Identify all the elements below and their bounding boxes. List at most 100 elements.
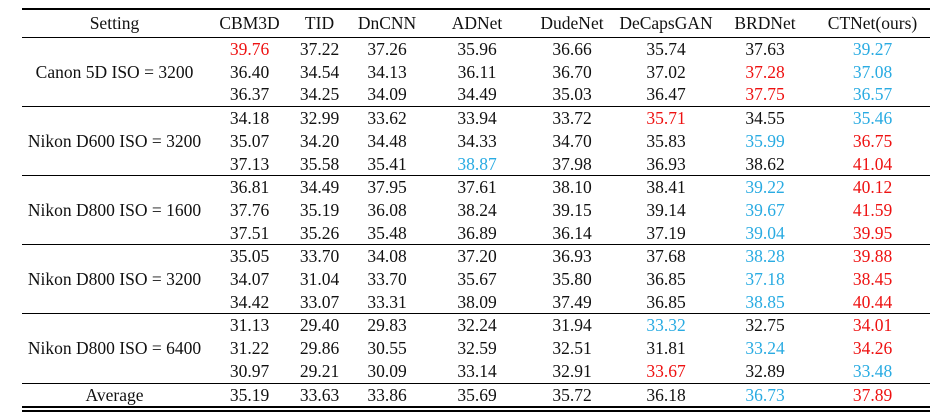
value-cell: 37.68: [646, 246, 686, 267]
value-cell: 34.18: [229, 108, 270, 129]
table-row: Nikon D800 ISO = 1600 36.81 34.49 37.95 37.6…: [22, 176, 930, 220]
value-cell: 35.83: [646, 130, 686, 151]
value-cell-highlight-cyan: 35.46: [852, 108, 893, 129]
value-cell: 34.25: [299, 84, 340, 105]
table-row: 35.07 34.20 34.48 34.33 34.70 35.83 35.99 36.75: [22, 130, 930, 153]
value-cell-highlight-cyan: 33.24: [745, 338, 785, 359]
value-cell: 36.66: [552, 39, 592, 59]
value-cell: 36.11: [457, 61, 497, 82]
value-cell: 34.33: [457, 130, 497, 151]
average-section: Average 35.19 33.63 33.86 35.69 35.72 36.18 36.…: [22, 383, 930, 410]
setting-label: Canon 5D ISO = 3200: [35, 61, 194, 82]
table-row: 36.40 34.54 34.13 36.11 36.70 37.02 37.28 37.08: [22, 61, 930, 84]
value-cell: 35.05: [229, 246, 270, 267]
setting-label: Nikon D600 ISO = 3200: [27, 130, 202, 151]
value-cell: 34.49: [457, 84, 497, 105]
table-row: 30.97 29.21 30.09 33.14 32.91 33.67 32.89 33.48: [22, 360, 930, 383]
value-cell: 36.89: [457, 222, 497, 243]
value-cell: 34.08: [367, 246, 407, 267]
value-cell-highlight-cyan: 33.48: [852, 360, 893, 381]
value-cell-highlight-cyan: 39.27: [852, 39, 893, 59]
value-cell-highlight-cyan: 39.22: [745, 177, 785, 198]
value-cell: 36.37: [229, 84, 270, 105]
value-cell: 34.42: [229, 291, 270, 312]
value-cell: 37.26: [367, 39, 407, 59]
value-cell: 32.51: [552, 338, 592, 359]
value-cell: 37.49: [552, 291, 592, 312]
column-header-brdnet: BRDNet: [715, 9, 815, 38]
value-cell: 36.81: [229, 177, 270, 198]
column-header-setting: Setting: [22, 9, 207, 38]
value-cell: 32.89: [745, 360, 785, 381]
value-cell: 38.41: [646, 177, 686, 198]
column-header-dncnn: DnCNN: [347, 9, 427, 38]
value-cell: 36.08: [367, 199, 407, 220]
value-cell: 36.14: [552, 222, 592, 243]
value-cell: 32.75: [745, 315, 785, 336]
value-cell-highlight-red: 41.04: [852, 153, 893, 174]
value-cell: 33.62: [367, 108, 407, 129]
value-cell: 36.40: [229, 61, 270, 82]
value-cell: 35.74: [646, 39, 686, 59]
value-cell: 29.83: [367, 315, 407, 336]
table-row: 37.76 35.19 36.08 38.24 39.15 39.14 39.67 41.59: [22, 199, 930, 222]
table-row: 37.13 35.58 35.41 38.87 37.98 36.93 38.62 41.04: [22, 153, 930, 176]
value-cell: 32.99: [299, 108, 340, 129]
value-cell: 36.93: [552, 246, 592, 267]
value-cell: 36.70: [552, 61, 592, 82]
value-cell: 35.07: [229, 130, 270, 151]
value-cell: 31.22: [229, 338, 270, 359]
value-cell-highlight-cyan: 36.57: [852, 84, 893, 105]
value-cell: 33.94: [457, 108, 497, 129]
value-cell: 35.19: [299, 199, 340, 220]
value-cell: 32.24: [457, 315, 497, 336]
value-cell-highlight-red: 36.75: [852, 130, 893, 151]
value-cell-highlight-red: 33.67: [646, 360, 686, 381]
value-cell: 30.09: [367, 360, 407, 381]
value-cell: 35.58: [299, 153, 340, 174]
table-row: 34.07 31.04 33.70 35.67 35.80 36.85 37.18 38.45: [22, 268, 930, 291]
group-nikon-d800-iso-3200: Nikon D800 ISO = 3200 35.05 33.70 34.08 37.2…: [22, 245, 930, 314]
value-cell-highlight-cyan: 38.85: [745, 291, 785, 312]
column-header-decapsgan: DeCapsGAN: [617, 9, 715, 38]
value-cell-highlight-red: 39.76: [229, 39, 270, 59]
table-row: Canon 5D ISO = 3200 39.76 37.22 37.26 35.96 3…: [22, 38, 930, 82]
value-cell-highlight-red: 34.01: [852, 315, 893, 336]
value-cell-highlight-cyan: 39.67: [745, 199, 785, 220]
value-cell-highlight-cyan: 36.73: [745, 384, 785, 405]
value-cell: 38.62: [745, 153, 785, 174]
table-row: Nikon D600 ISO = 3200 34.18 32.99 33.62 33.9…: [22, 107, 930, 151]
value-cell: 35.69: [457, 384, 497, 405]
value-cell: 31.13: [229, 315, 270, 336]
value-cell: 39.14: [646, 199, 686, 220]
value-cell: 38.10: [552, 177, 592, 198]
value-cell-highlight-red: 38.45: [852, 269, 893, 290]
value-cell: 29.40: [299, 315, 340, 336]
value-cell-highlight-cyan: 33.32: [646, 315, 686, 336]
value-cell: 31.94: [552, 315, 592, 336]
value-cell: 37.63: [745, 39, 785, 59]
value-cell-highlight-cyan: 38.28: [745, 246, 785, 267]
setting-label: Nikon D800 ISO = 6400: [27, 338, 202, 359]
value-cell: 34.09: [367, 84, 407, 105]
value-cell-highlight-red: 37.89: [852, 384, 893, 405]
value-cell-highlight-cyan: 37.08: [852, 61, 893, 82]
value-cell: 29.21: [299, 360, 340, 381]
table-row: 31.22 29.86 30.55 32.59 32.51 31.81 33.24 34.26: [22, 337, 930, 360]
value-cell: 39.15: [552, 199, 592, 220]
table-header: Setting CBM3D TID DnCNN ADNet DudeNet DeCapsGA…: [22, 9, 930, 38]
value-cell-highlight-red: 41.59: [852, 199, 893, 220]
value-cell: 37.19: [646, 222, 686, 243]
value-cell: 33.14: [457, 360, 497, 381]
value-cell: 33.31: [367, 291, 407, 312]
value-cell-highlight-red: 35.71: [646, 108, 686, 129]
value-cell: 31.04: [299, 269, 340, 290]
value-cell: 35.03: [552, 84, 592, 105]
value-cell: 33.72: [552, 108, 592, 129]
value-cell: 35.96: [457, 39, 497, 59]
value-cell: 37.02: [646, 61, 686, 82]
psnr-results-table: Setting CBM3D TID DnCNN ADNet DudeNet DeCapsGA…: [22, 8, 930, 412]
value-cell: 32.59: [457, 338, 497, 359]
table-row: Nikon D800 ISO = 6400 31.13 29.40 29.83 32.2…: [22, 314, 930, 358]
group-nikon-d600-iso-3200: Nikon D600 ISO = 3200 34.18 32.99 33.62 33.9…: [22, 107, 930, 176]
